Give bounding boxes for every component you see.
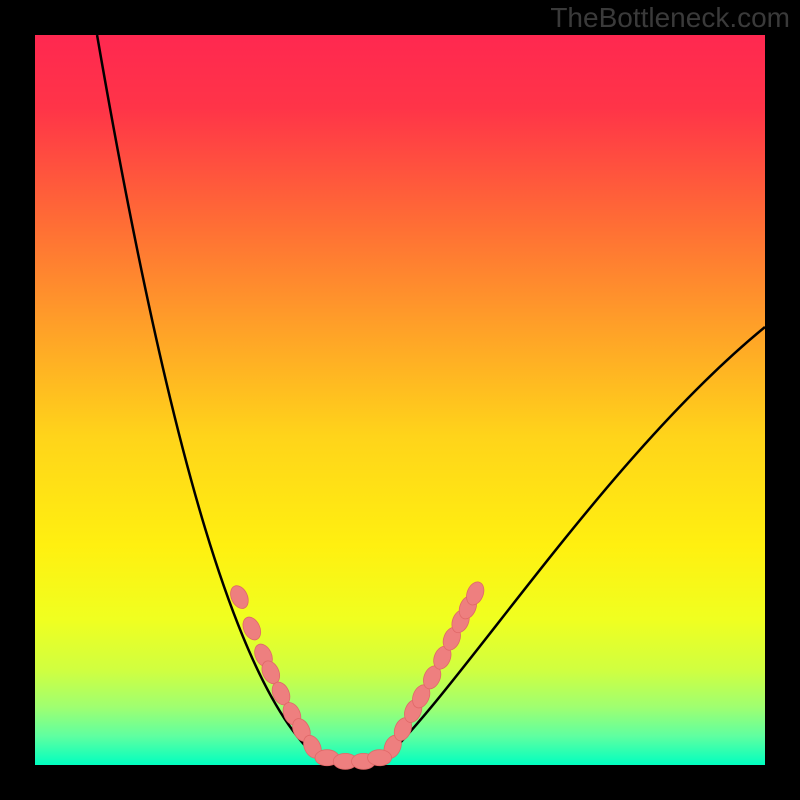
watermark-text: TheBottleneck.com [550, 2, 790, 34]
curve-overlay [0, 0, 800, 800]
right-curve [378, 327, 765, 765]
chart-container: TheBottleneck.com [0, 0, 800, 800]
left-curve [97, 35, 327, 765]
marker-bottom-3 [368, 750, 392, 766]
